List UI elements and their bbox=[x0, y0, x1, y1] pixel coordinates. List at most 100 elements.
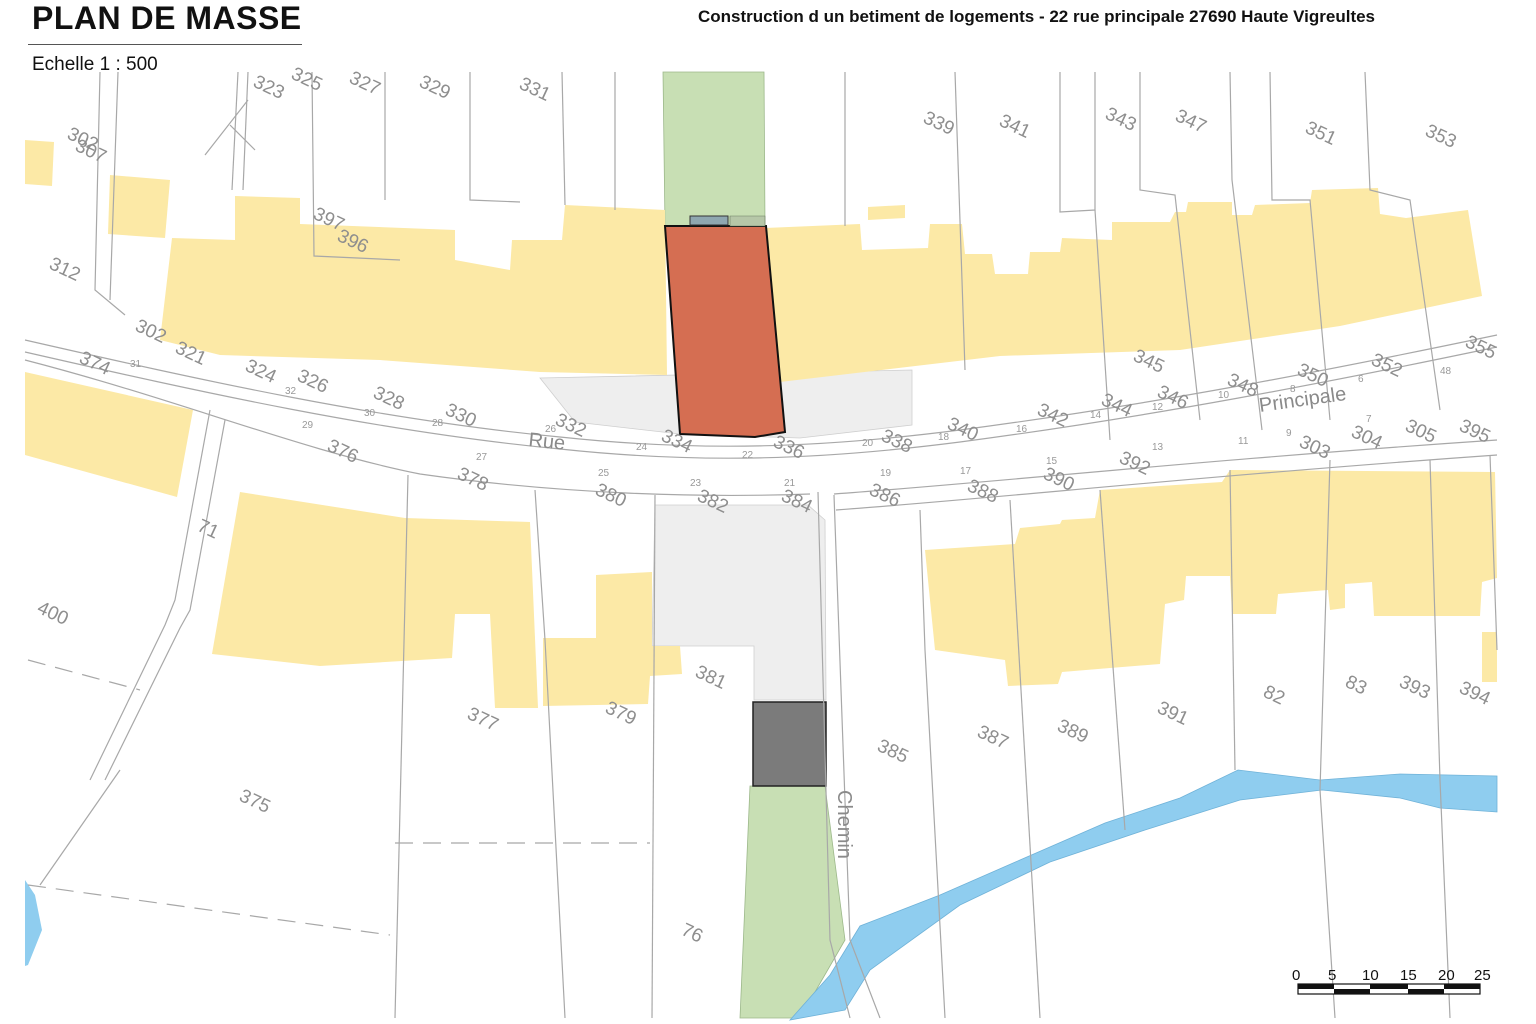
address-number: 27 bbox=[476, 452, 488, 463]
project-building[interactable] bbox=[663, 225, 787, 439]
address-number: 12 bbox=[1152, 402, 1164, 413]
plot-number: 375 bbox=[236, 785, 274, 817]
building bbox=[25, 140, 54, 186]
plot-number: 393 bbox=[1396, 671, 1434, 703]
side-street-label: Chemin bbox=[833, 790, 855, 859]
plot-number: 303 bbox=[1296, 431, 1334, 463]
plot-number: 390 bbox=[1040, 463, 1078, 495]
existing-buildings bbox=[25, 140, 1497, 708]
scale-segment bbox=[1298, 984, 1334, 989]
address-number: 14 bbox=[1090, 410, 1102, 421]
plot-number: 338 bbox=[878, 425, 916, 457]
plot-number: 305 bbox=[1402, 415, 1440, 447]
plot-number: 395 bbox=[1456, 415, 1494, 447]
project-title: Construction d un betiment de logements … bbox=[698, 7, 1376, 26]
plot-number: 341 bbox=[996, 110, 1034, 142]
scale-segment bbox=[1444, 984, 1480, 989]
plot-number: 343 bbox=[1102, 103, 1140, 135]
plot-number: 378 bbox=[454, 463, 492, 495]
plot-number: 347 bbox=[1172, 105, 1210, 137]
address-number: 19 bbox=[880, 468, 892, 479]
plot-number: 83 bbox=[1342, 671, 1370, 699]
plot-number: 340 bbox=[944, 413, 982, 445]
page-title: PLAN DE MASSE bbox=[32, 0, 302, 36]
address-number: 15 bbox=[1046, 456, 1058, 467]
address-number: 28 bbox=[432, 418, 444, 429]
plot-number: 385 bbox=[874, 735, 912, 767]
plot-number: 76 bbox=[678, 919, 706, 947]
plot-number: 328 bbox=[370, 382, 408, 414]
parcel-lines bbox=[24, 71, 1498, 1019]
address-number: 17 bbox=[960, 466, 972, 477]
address-number: 7 bbox=[1366, 414, 1372, 425]
scale-segment bbox=[1370, 984, 1408, 989]
plot-number: 324 bbox=[242, 355, 280, 388]
plot-number: 82 bbox=[1260, 681, 1288, 709]
plot-number: 381 bbox=[692, 661, 730, 693]
building bbox=[543, 572, 682, 706]
plot-number: 376 bbox=[324, 435, 362, 467]
plot-number: 392 bbox=[1116, 447, 1154, 479]
plot-number: 71 bbox=[194, 515, 222, 543]
plot-number: 331 bbox=[516, 73, 554, 105]
building bbox=[868, 205, 905, 220]
address-number: 13 bbox=[1152, 442, 1164, 453]
plot-number: 323 bbox=[250, 71, 288, 103]
scale-segment bbox=[1408, 989, 1444, 994]
plot-number: 391 bbox=[1154, 697, 1192, 729]
address-number: 31 bbox=[130, 359, 142, 370]
plot-number: 380 bbox=[592, 479, 630, 511]
address-number: 32 bbox=[285, 386, 297, 397]
scale-tick-label: 0 bbox=[1292, 967, 1300, 984]
plot-number: 355 bbox=[1462, 331, 1500, 363]
scale-tick-label: 10 bbox=[1362, 967, 1379, 984]
address-number: 24 bbox=[636, 442, 648, 453]
address-number: 11 bbox=[1238, 436, 1249, 447]
building bbox=[25, 372, 193, 497]
plot-number: 377 bbox=[464, 703, 502, 735]
plot-number: 394 bbox=[1456, 677, 1494, 710]
project-annex-2 bbox=[729, 215, 766, 227]
plot-number: 327 bbox=[346, 67, 384, 99]
address-number: 10 bbox=[1218, 390, 1230, 401]
building bbox=[212, 492, 538, 708]
plot-number: 351 bbox=[1302, 117, 1340, 149]
building bbox=[925, 470, 1497, 686]
plot-number: 353 bbox=[1422, 120, 1460, 152]
street-label-principale: Principale bbox=[1258, 383, 1348, 417]
scale-tick-label: 25 bbox=[1474, 967, 1491, 984]
plot-number: 387 bbox=[974, 721, 1012, 753]
plot-number: 339 bbox=[920, 107, 958, 139]
river bbox=[788, 769, 1498, 1021]
building bbox=[765, 188, 1482, 382]
address-number: 30 bbox=[364, 408, 376, 419]
address-number: 25 bbox=[598, 468, 610, 479]
garden-north bbox=[662, 71, 766, 227]
scale-bar: 0 5 10 15 20 25 bbox=[1292, 967, 1491, 995]
address-number: 29 bbox=[302, 420, 314, 431]
scale-ratio: Echelle 1 : 500 bbox=[32, 54, 158, 75]
scale-segment bbox=[1334, 989, 1370, 994]
building bbox=[1482, 632, 1497, 682]
plot-number: 389 bbox=[1054, 715, 1092, 747]
address-number: 21 bbox=[784, 478, 796, 489]
address-number: 20 bbox=[862, 438, 874, 449]
project-annex bbox=[689, 215, 729, 226]
scale-tick-label: 15 bbox=[1400, 967, 1417, 984]
plot-number: 326 bbox=[294, 365, 332, 397]
address-number: 18 bbox=[938, 432, 950, 443]
existing-outbuilding[interactable] bbox=[752, 701, 827, 787]
scale-tick-label: 20 bbox=[1438, 967, 1455, 984]
plot-number: 325 bbox=[288, 63, 326, 95]
address-number: 6 bbox=[1358, 374, 1364, 385]
plot-number: 312 bbox=[46, 253, 84, 285]
plot-number: 400 bbox=[34, 597, 72, 629]
river-west bbox=[25, 880, 42, 966]
plot-number: 329 bbox=[416, 71, 454, 103]
address-number: 16 bbox=[1016, 424, 1028, 435]
address-number: 23 bbox=[690, 478, 702, 489]
address-number: 9 bbox=[1286, 428, 1292, 439]
title-underline bbox=[28, 44, 302, 45]
address-number-labels: 31 32 30 28 26 24 22 20 18 16 14 12 10 8… bbox=[130, 359, 1452, 489]
address-number: 48 bbox=[1440, 366, 1452, 377]
